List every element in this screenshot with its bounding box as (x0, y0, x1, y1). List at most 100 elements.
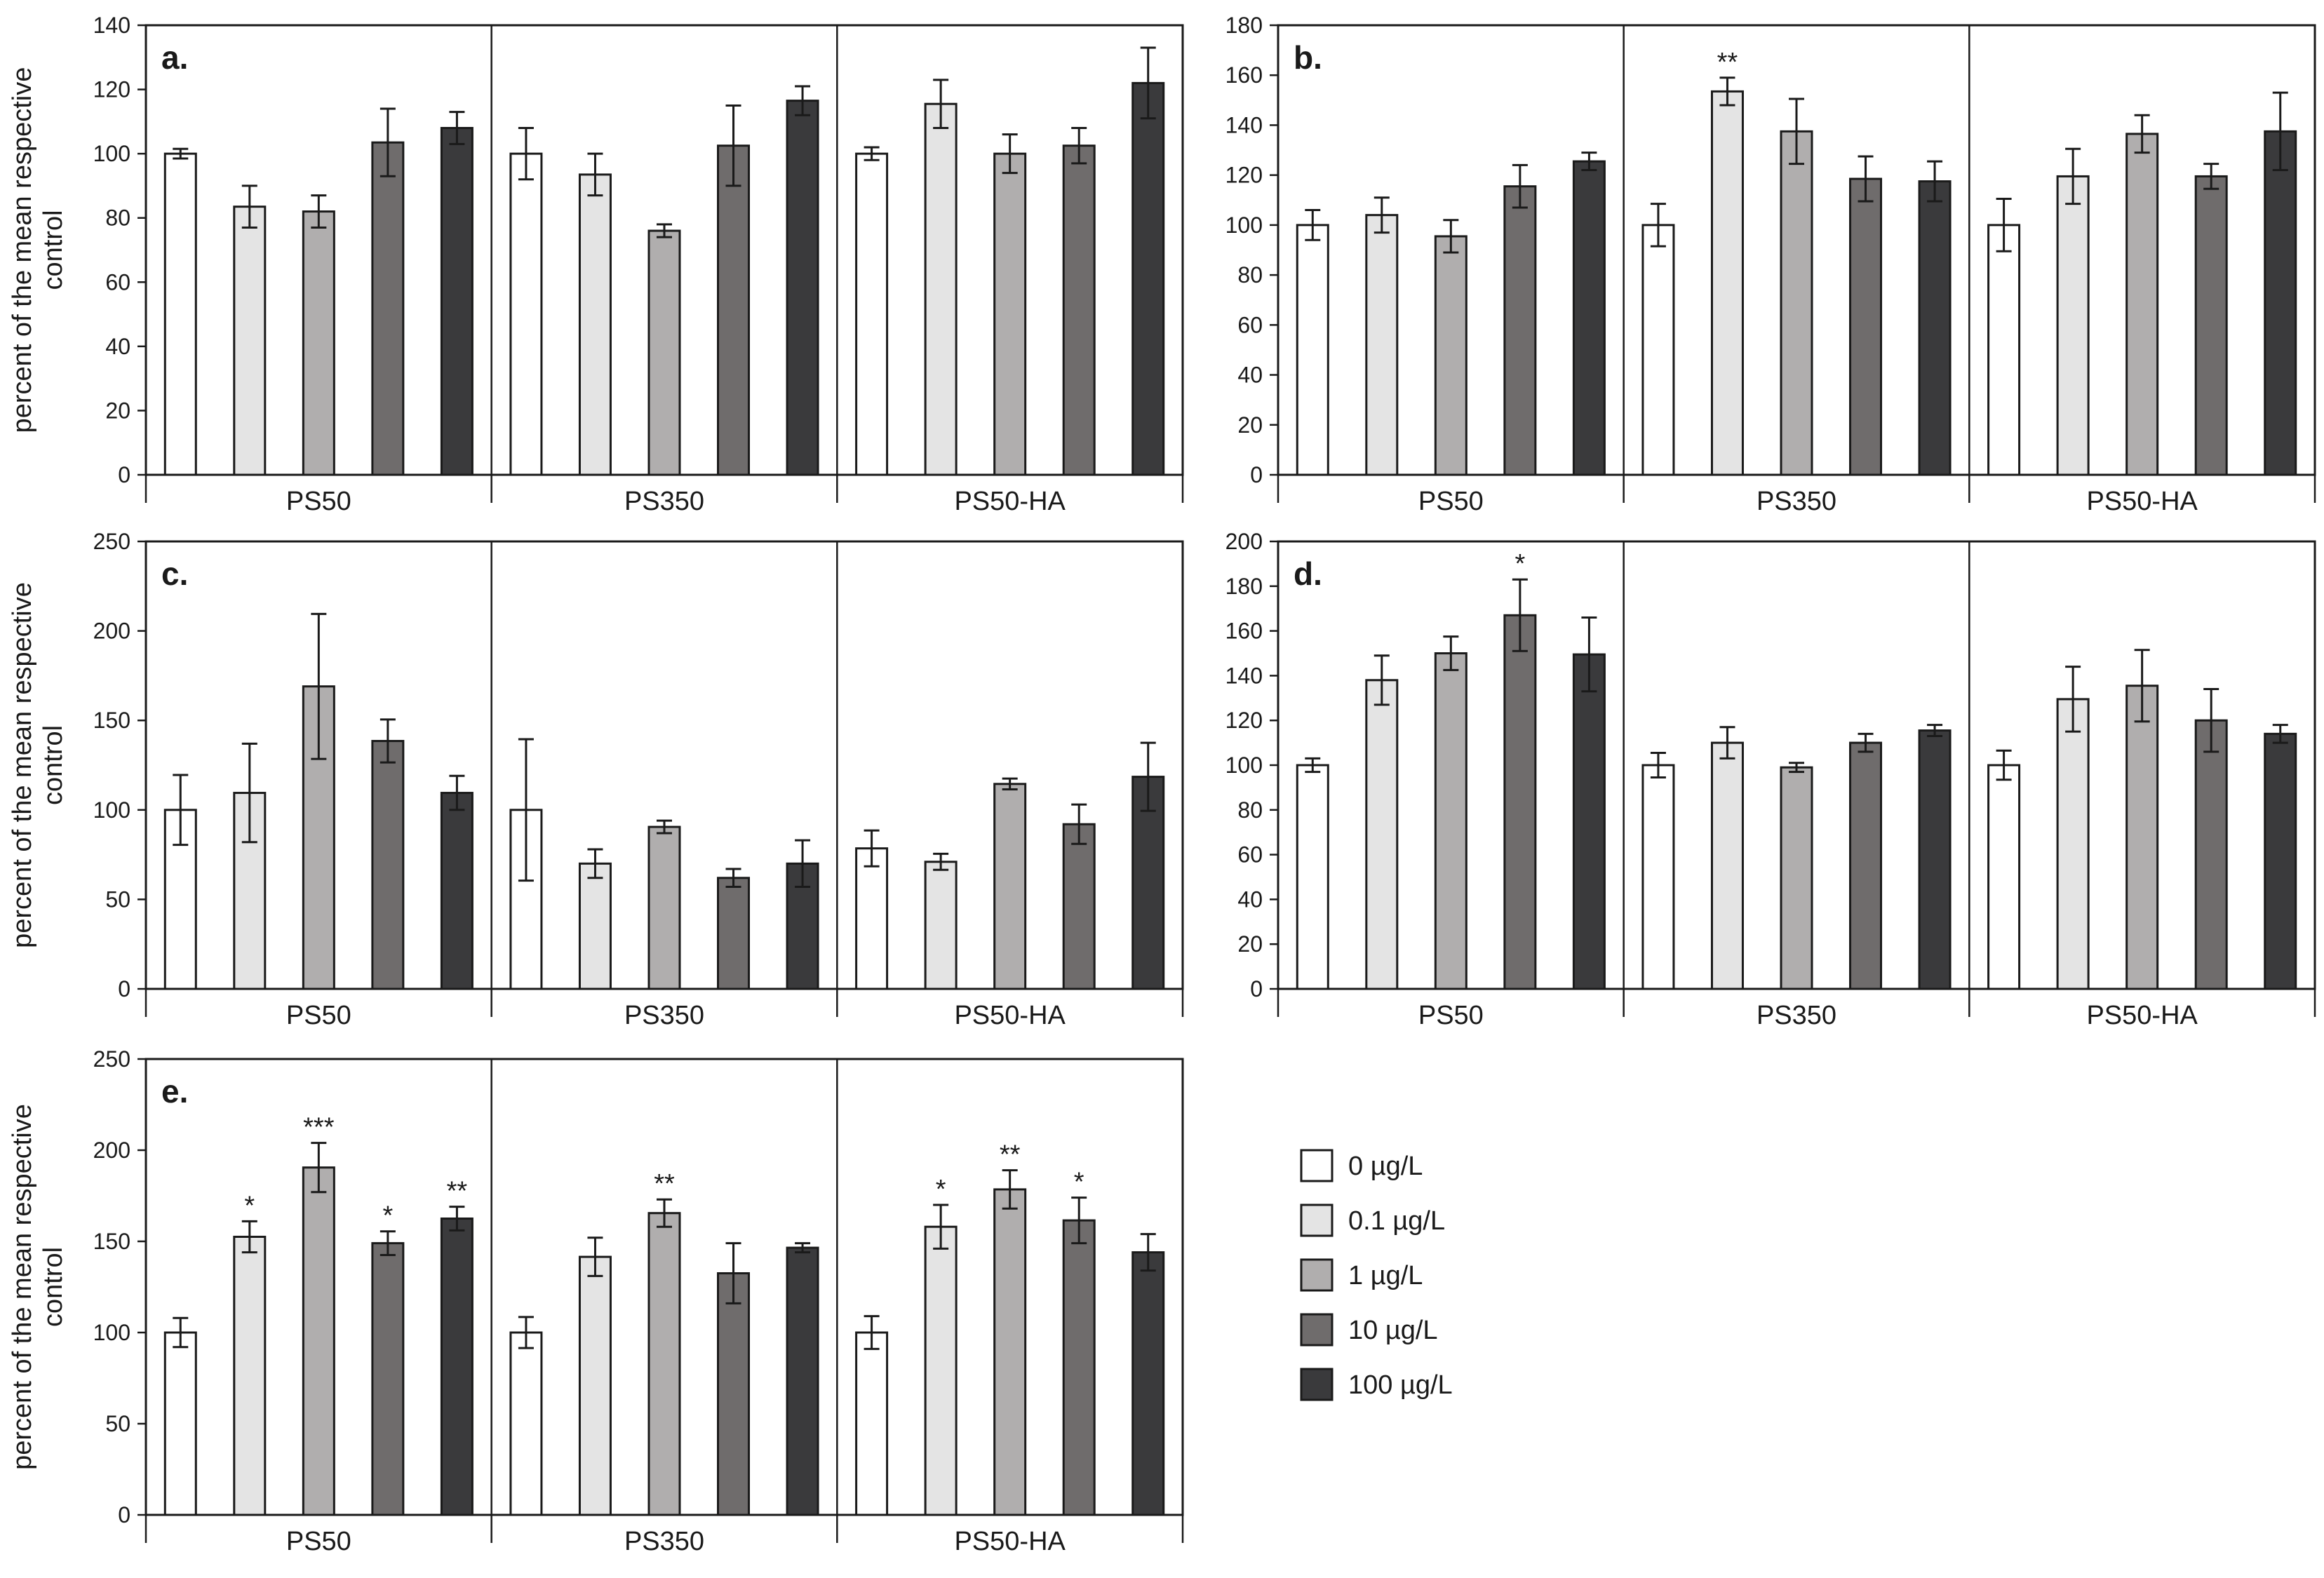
panel-c-ytick-label: 100 (93, 797, 130, 823)
panel-e-bar (371, 1242, 405, 1516)
panel-e-bar (302, 1166, 335, 1516)
panel-b-chart: 0 20 40 60 80 100 120 140 160 180 b. PS50 PS350 PS50-… (1225, 13, 2316, 516)
panel-e-ytick-label: 250 (93, 1046, 130, 1072)
panel-d-bar (1849, 741, 1883, 990)
panel-e-significance: ** (1000, 1140, 1021, 1170)
panel-d-ytick-label: 140 (1225, 663, 1263, 688)
panel-c-group-label: PS350 (624, 1001, 704, 1030)
panel-a-bar (855, 152, 889, 476)
panel-d-ytick-label: 0 (1250, 976, 1263, 1002)
panel-e-bar (855, 1331, 889, 1516)
panel-e-ytick-label: 50 (105, 1411, 130, 1436)
panel-a-group-label: PS50 (286, 487, 351, 516)
legend-swatch-3 (1300, 1313, 1334, 1347)
panel-a-bar (509, 152, 543, 476)
panel-a-letter: a. (161, 39, 188, 76)
panel-b-letter: b. (1294, 39, 1322, 76)
panel-d-ytick-label: 160 (1225, 619, 1263, 644)
panel-e-group-label: PS50 (286, 1527, 351, 1556)
panel-e-bar (924, 1225, 958, 1516)
panel-e-ytick-label: 100 (93, 1320, 130, 1345)
legend-swatch-0 (1300, 1149, 1334, 1182)
panel-e-significance: * (936, 1175, 946, 1204)
panel-b-ytick-label: 0 (1250, 462, 1263, 487)
panel-b-bar (1572, 160, 1606, 476)
panel-a-bar (440, 127, 473, 476)
panel-d-ytick-label: 60 (1237, 842, 1263, 868)
panel-b-ytick-label: 100 (1225, 213, 1263, 238)
panel-e-bar (717, 1272, 751, 1516)
panel-c-bar (578, 862, 612, 990)
panel-c-bar (855, 847, 889, 990)
panel-a-ytick-label: 60 (105, 269, 130, 295)
panel-a-bar (993, 152, 1027, 476)
legend-label-1: 0.1 µg/L (1348, 1206, 1445, 1236)
panel-d-ytick-label: 100 (1225, 753, 1263, 778)
legend-swatch-4 (1300, 1368, 1334, 1401)
panel-d-group-label: PS50-HA (2086, 1001, 2198, 1030)
panel-e-chart: 0 50 100 150 200 250 percent of the mean respe… (8, 1046, 1184, 1556)
panel-b-ytick-label: 160 (1225, 62, 1263, 88)
panel-c-bar (993, 783, 1027, 990)
panel-c-bar (1062, 823, 1096, 990)
panel-c-bar (509, 809, 543, 990)
panel-b-ytick-label: 60 (1237, 312, 1263, 337)
panel-a-chart: 0 20 40 60 80 100 120 140 percent of the mean re… (8, 13, 1184, 516)
panel-a-bar (786, 100, 819, 476)
panel-b-bar (1710, 90, 1744, 476)
panel-a-group-label: PS50-HA (954, 487, 1066, 516)
panel-e-significance: *** (303, 1113, 335, 1142)
panel-a-ytick-label: 100 (93, 141, 130, 166)
panel-a-bar (163, 152, 197, 476)
panel-d-bar (1296, 764, 1329, 990)
panel-d-ytick-label: 200 (1225, 529, 1263, 554)
panel-a-bar (578, 173, 612, 476)
panel-d-bar (1641, 764, 1675, 990)
panel-e-bar (509, 1331, 543, 1516)
panel-b-ytick-label: 180 (1225, 13, 1263, 38)
panel-c-bar (924, 861, 958, 990)
panel-c-bar (371, 740, 405, 990)
panel-e-bar (1062, 1219, 1096, 1516)
panel-d-group-label: PS350 (1757, 1001, 1836, 1030)
panel-c-ytick-label: 0 (118, 976, 130, 1002)
panel-e-bar (1131, 1251, 1165, 1516)
panel-d-bar (1503, 614, 1537, 990)
panel-a-bar (371, 141, 405, 476)
panel-c-group-label: PS50 (286, 1001, 351, 1030)
panel-e-group-label: PS50-HA (954, 1527, 1066, 1556)
panel-e-ytick-label: 0 (118, 1502, 130, 1528)
panel-d-ytick-label: 20 (1237, 931, 1263, 957)
panel-d-chart: 0 20 40 60 80 100 120 140 160 180 200 d. PS50 PS350 PS… (1225, 529, 2316, 1030)
panel-b-significance: ** (1717, 48, 1738, 77)
panel-c-ytick-label: 50 (105, 886, 130, 912)
panel-c-ylabel: percent of the mean respectivecontrol (8, 582, 68, 948)
panel-c-chart: 0 50 100 150 200 250 percent of the mean respe… (8, 529, 1184, 1030)
panel-a-bar (1062, 144, 1096, 476)
panel-e-ytick-label: 200 (93, 1138, 130, 1163)
panel-b-bar (2056, 175, 2090, 476)
panel-b-ytick-label: 20 (1237, 412, 1263, 438)
panel-d-letter: d. (1294, 555, 1322, 592)
panel-a-bar (647, 229, 681, 476)
panel-b-bar (2194, 175, 2228, 476)
panel-d-bar (2056, 698, 2090, 990)
panel-b-ytick-label: 120 (1225, 163, 1263, 188)
panel-b-ytick-label: 140 (1225, 112, 1263, 137)
panel-a-bar (233, 205, 267, 476)
panel-c-ytick-label: 200 (93, 619, 130, 644)
panel-a-ylabel: percent of the mean respectivecontrol (8, 67, 68, 433)
panel-d-ytick-label: 120 (1225, 708, 1263, 733)
panel-c-ytick-label: 250 (93, 529, 130, 554)
panel-c-bar (440, 792, 473, 990)
panel-d-bar (2264, 732, 2297, 990)
panel-b-bar (1641, 224, 1675, 476)
legend-swatch-2 (1300, 1258, 1334, 1292)
panel-e-ylabel: percent of the mean respectivecontrol (8, 1104, 68, 1470)
panel-e-bar (440, 1218, 473, 1516)
panel-e-bar (786, 1246, 819, 1516)
panel-b-bar (1296, 224, 1329, 476)
panel-b-group-label: PS50 (1418, 487, 1484, 516)
panel-b-bar (2264, 130, 2297, 476)
panel-e-bar (993, 1188, 1027, 1516)
